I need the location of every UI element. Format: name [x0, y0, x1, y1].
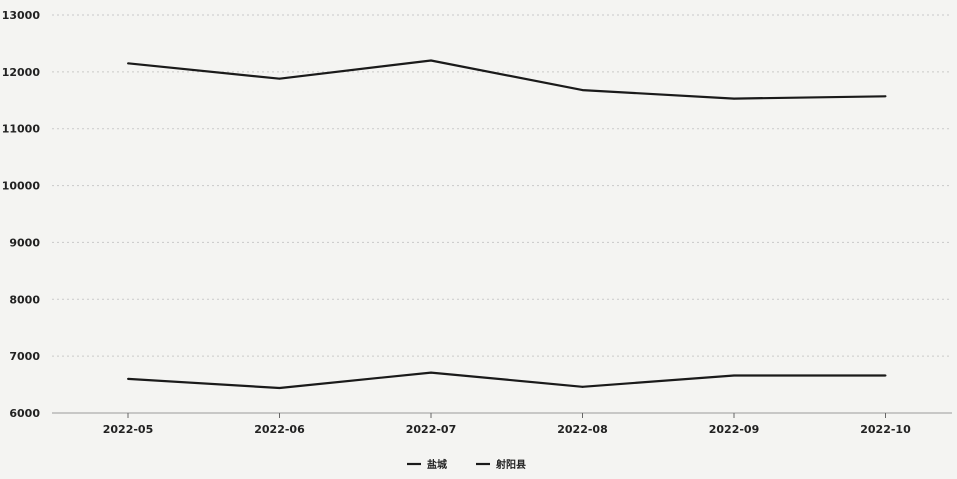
legend-label: 盐城 — [427, 458, 447, 471]
y-tick-label: 11000 — [2, 123, 41, 136]
y-tick-label: 7000 — [9, 350, 40, 363]
data-point — [127, 62, 129, 65]
x-axis-ticks: 2022-05 2022-06 2022-07 2022-08 2022-09 2022-… — [103, 413, 911, 436]
data-point — [430, 371, 432, 374]
data-point — [581, 385, 584, 388]
series-lines — [127, 59, 887, 390]
y-tick-label: 8000 — [9, 293, 40, 306]
gridlines — [52, 14, 952, 357]
x-tick-label: 2022-09 — [709, 423, 760, 436]
x-tick-label: 2022-07 — [406, 423, 457, 436]
y-tick-label: 9000 — [9, 236, 40, 249]
data-point — [884, 374, 887, 377]
data-point — [733, 97, 735, 100]
data-point — [733, 374, 735, 377]
y-tick-label: 10000 — [2, 180, 41, 193]
y-tick-label: 6000 — [9, 407, 40, 420]
y-tick-label: 12000 — [2, 66, 41, 79]
data-point — [581, 89, 584, 92]
data-point — [127, 377, 129, 380]
series-line-1 — [127, 371, 886, 390]
x-tick-label: 2022-10 — [860, 423, 911, 436]
data-point — [430, 59, 432, 62]
data-point — [278, 386, 281, 389]
x-tick-label: 2022-06 — [254, 423, 305, 436]
series-line-0 — [127, 59, 886, 100]
data-point — [884, 95, 887, 98]
x-tick-label: 2022-05 — [103, 423, 154, 436]
y-tick-label: 13000 — [2, 9, 41, 22]
x-tick-label: 2022-08 — [557, 423, 608, 436]
legend-label: 射阳县 — [495, 458, 526, 471]
legend: 盐城 射阳县 — [407, 458, 526, 471]
y-axis-ticks: 6000 7000 8000 9000 10000 11000 12000 13000 — [2, 9, 41, 420]
data-point — [278, 77, 281, 80]
